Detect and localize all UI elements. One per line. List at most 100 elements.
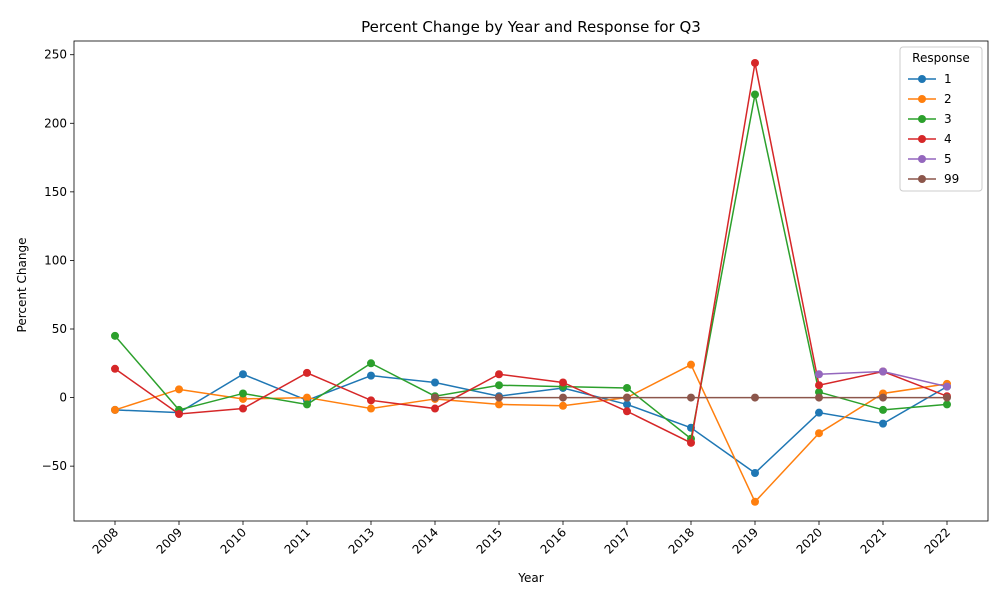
data-point: [815, 381, 823, 390]
legend-box: [899, 46, 983, 192]
legend-label: 5: [944, 152, 952, 166]
data-point: [367, 404, 375, 413]
y-axis-label: Percent Change: [15, 238, 29, 333]
legend-item-2: 2: [908, 92, 952, 106]
data-point: [687, 360, 695, 369]
legend-item-1: 1: [908, 72, 952, 86]
x-tick-label: 2009: [154, 525, 185, 556]
series-line-4: [114, 62, 948, 444]
data-point: [111, 364, 119, 373]
data-point: [623, 383, 631, 392]
data-point: [239, 389, 247, 398]
data-point: [431, 378, 439, 387]
series-line-1: [114, 373, 948, 474]
data-point: [559, 401, 567, 410]
legend-marker: [918, 75, 926, 83]
series-3: [111, 90, 951, 443]
data-point: [815, 429, 823, 438]
data-point: [175, 410, 183, 419]
series-line-2: [114, 363, 948, 504]
data-point: [559, 393, 567, 402]
data-point: [303, 368, 311, 377]
y-tick-label: −50: [42, 459, 67, 473]
chart-title: Percent Change by Year and Response for …: [361, 18, 701, 36]
series-4: [111, 58, 951, 447]
x-tick-label: 2015: [474, 525, 505, 556]
x-axis-label: Year: [517, 571, 543, 585]
data-point: [815, 370, 823, 379]
data-point: [495, 400, 503, 409]
data-point: [623, 393, 631, 402]
data-point: [111, 331, 119, 340]
data-point: [559, 378, 567, 387]
data-point: [687, 393, 695, 402]
y-tick-label: 0: [59, 391, 67, 405]
legend-marker: [918, 115, 926, 123]
x-tick-label: 2008: [90, 525, 121, 556]
x-tick-label: 2019: [730, 525, 761, 556]
data-point: [495, 381, 503, 390]
x-tick-label: 2014: [410, 525, 441, 556]
x-tick-label: 2020: [794, 525, 825, 556]
data-point: [751, 469, 759, 477]
data-point: [815, 388, 823, 397]
x-tick-label: 2013: [346, 525, 377, 556]
series-5: [815, 367, 951, 391]
data-point: [751, 497, 759, 506]
series-99: [431, 393, 951, 402]
data-point: [367, 396, 375, 405]
data-point: [751, 90, 759, 99]
legend-item-4: 4: [908, 132, 952, 146]
data-point: [175, 385, 183, 394]
plot-area: −50 0 50 100 150 200 250 2008 2009 2010 2011 2013 20…: [42, 40, 989, 557]
legend-label: 4: [944, 132, 952, 146]
data-point: [239, 370, 247, 379]
data-point: [239, 394, 247, 403]
legend-label: 3: [944, 112, 952, 126]
x-tick-label: 2016: [538, 525, 569, 556]
legend-marker: [918, 95, 926, 103]
data-point: [495, 370, 503, 379]
series-2: [111, 360, 951, 506]
legend-label: 99: [944, 172, 959, 186]
y-tick-label: 150: [44, 185, 67, 199]
data-point: [111, 405, 119, 414]
plot-frame: [73, 40, 989, 522]
data-point: [815, 393, 823, 402]
data-point: [367, 371, 375, 380]
data-point: [879, 393, 887, 402]
legend-item-3: 3: [908, 112, 952, 126]
legend-marker: [918, 155, 926, 163]
y-tick-label: 200: [44, 116, 67, 130]
data-point: [879, 419, 887, 428]
data-point: [943, 400, 951, 409]
data-point: [879, 367, 887, 376]
legend-item-5: 5: [908, 152, 952, 166]
y-tick-label: 50: [52, 322, 67, 336]
data-point: [879, 405, 887, 414]
data-point: [623, 400, 631, 409]
x-tick-label: 2021: [858, 525, 889, 556]
x-tick-label: 2011: [282, 525, 313, 556]
data-point: [943, 382, 951, 391]
x-tick-label: 2017: [602, 525, 633, 556]
data-point: [495, 393, 503, 402]
data-point: [431, 404, 439, 413]
data-point: [303, 393, 311, 402]
x-tick-label: 2018: [666, 525, 697, 556]
data-point: [367, 359, 375, 368]
data-point: [943, 393, 951, 402]
legend-item-99: 99: [908, 172, 959, 186]
legend-label: 1: [944, 72, 952, 86]
data-point: [239, 404, 247, 413]
legend-title: Response: [912, 51, 970, 65]
data-point: [815, 408, 823, 417]
legend-marker: [918, 175, 926, 183]
y-tick-label: 250: [44, 48, 67, 62]
data-point: [623, 407, 631, 416]
data-point: [303, 400, 311, 409]
legend-marker: [918, 135, 926, 143]
series-line-3: [114, 94, 948, 441]
